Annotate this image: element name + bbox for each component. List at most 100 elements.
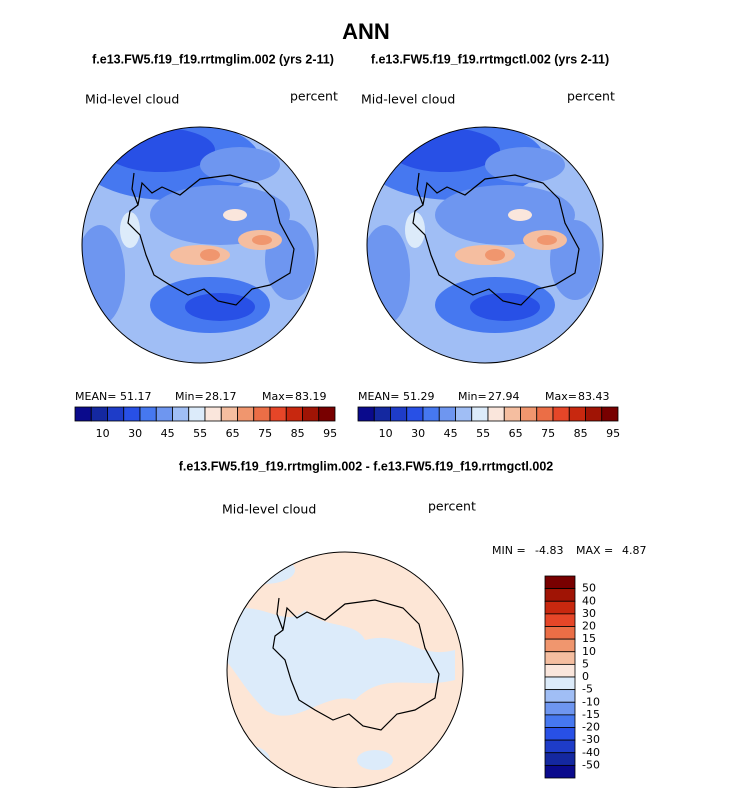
stat-value: 83.43 [578, 390, 610, 403]
colorbar-label: 65 [509, 427, 523, 440]
stat-label: MEAN= [358, 390, 399, 403]
colorbar-box [544, 689, 576, 703]
colorbar-label: 30 [582, 607, 596, 620]
colorbar-label: 95 [606, 427, 620, 440]
colorbar-box [123, 406, 141, 422]
colorbar-box [253, 406, 271, 422]
stat-label: MAX = [576, 544, 613, 557]
colorbar-label: 50 [582, 582, 596, 595]
colorbar-label: -30 [582, 733, 600, 746]
colorbar-box [302, 406, 320, 422]
colorbar-box [544, 714, 576, 728]
colorbar-label: -40 [582, 746, 600, 759]
difference-title: f.e13.FW5.f19_f19.rrtmglim.002 - f.e13.F… [179, 459, 554, 473]
colorbar-label: 10 [582, 645, 596, 658]
case-title: f.e13.FW5.f19_f19.rrtmglim.002 (yrs 2-11… [92, 52, 334, 66]
stat-value: -4.83 [535, 544, 563, 557]
colorbar-box [536, 406, 554, 422]
colorbar-box [544, 727, 576, 741]
colorbar-box [544, 663, 576, 678]
stat-value: 83.19 [295, 390, 327, 403]
colorbar-box [188, 406, 206, 422]
colorbar-box [357, 406, 375, 422]
colorbar-box [390, 406, 408, 422]
colorbar-label: 40 [582, 594, 596, 607]
case-title: f.e13.FW5.f19_f19.rrtmgctl.002 (yrs 2-11… [371, 52, 609, 66]
stat-label: Max= [545, 390, 577, 403]
colorbar-label: 20 [582, 620, 596, 633]
colorbar-label: -10 [582, 695, 600, 708]
colorbar-box [544, 575, 576, 590]
units-label: percent [567, 89, 615, 104]
colorbar-label: 10 [96, 427, 110, 440]
colorbar-box [172, 406, 190, 422]
stat-label: Max= [262, 390, 294, 403]
colorbar-box [269, 406, 287, 422]
colorbar-box [406, 406, 424, 422]
colorbar-label: -50 [582, 758, 600, 771]
units-label: percent [428, 499, 476, 514]
colorbar-box [237, 406, 255, 422]
colorbar-box [544, 638, 576, 653]
colorbar-label: 45 [444, 427, 458, 440]
colorbar-label: 75 [258, 427, 272, 440]
stat-label: Min= [175, 390, 204, 403]
colorbar-box [568, 406, 586, 422]
colorbar-box [422, 406, 440, 422]
colorbar-box [155, 406, 173, 422]
variable-label: Mid-level cloud [85, 92, 179, 107]
colorbar-label: 65 [226, 427, 240, 440]
colorbar-box [220, 406, 238, 422]
colorbar-box [487, 406, 505, 422]
colorbar-label: -20 [582, 721, 600, 734]
colorbar-box [520, 406, 538, 422]
figure-title: ANN [342, 19, 390, 44]
colorbar-label: 75 [541, 427, 555, 440]
colorbar-box [204, 406, 222, 422]
colorbar-box [544, 651, 576, 665]
colorbar-box [107, 406, 125, 422]
stat-value: 51.29 [403, 390, 435, 403]
colorbar-label: 0 [582, 670, 589, 683]
variable-label: Mid-level cloud [361, 92, 455, 107]
colorbar-label: 85 [291, 427, 305, 440]
colorbar-label: 55 [193, 427, 207, 440]
stat-label: Min= [458, 390, 487, 403]
colorbar-box [544, 626, 576, 640]
colorbar-box [438, 406, 456, 422]
colorbar-label: 45 [161, 427, 175, 440]
stat-value: 4.87 [622, 544, 647, 557]
stat-value: 28.17 [205, 390, 237, 403]
colorbar-box [544, 739, 576, 754]
colorbar-label: 5 [582, 657, 589, 670]
colorbar-box [544, 613, 576, 627]
colorbar-label: 95 [323, 427, 337, 440]
colorbar-label: -5 [582, 683, 593, 696]
colorbar-label: 30 [128, 427, 142, 440]
colorbar-box [74, 406, 92, 422]
units-label: percent [290, 89, 338, 104]
colorbar-box [601, 406, 619, 422]
colorbar-box [544, 701, 576, 716]
colorbar-box [544, 600, 576, 615]
stat-value: 51.17 [120, 390, 152, 403]
colorbar-box [585, 406, 603, 422]
colorbar-label: 10 [379, 427, 393, 440]
colorbar-box [544, 764, 576, 779]
colorbar-box [455, 406, 473, 422]
colorbar-box [90, 406, 108, 422]
colorbar-box [139, 406, 157, 422]
colorbar-box [471, 406, 489, 422]
stat-value: 27.94 [488, 390, 520, 403]
stat-label: MIN = [492, 544, 526, 557]
colorbar-label: 30 [411, 427, 425, 440]
colorbar-box [544, 588, 576, 602]
colorbar-box [544, 676, 576, 691]
colorbar-label: 85 [574, 427, 588, 440]
colorbar-box [285, 406, 303, 422]
colorbar-label: 55 [476, 427, 490, 440]
colorbar-box [544, 752, 576, 766]
colorbar-label: -15 [582, 708, 600, 721]
stat-label: MEAN= [75, 390, 116, 403]
